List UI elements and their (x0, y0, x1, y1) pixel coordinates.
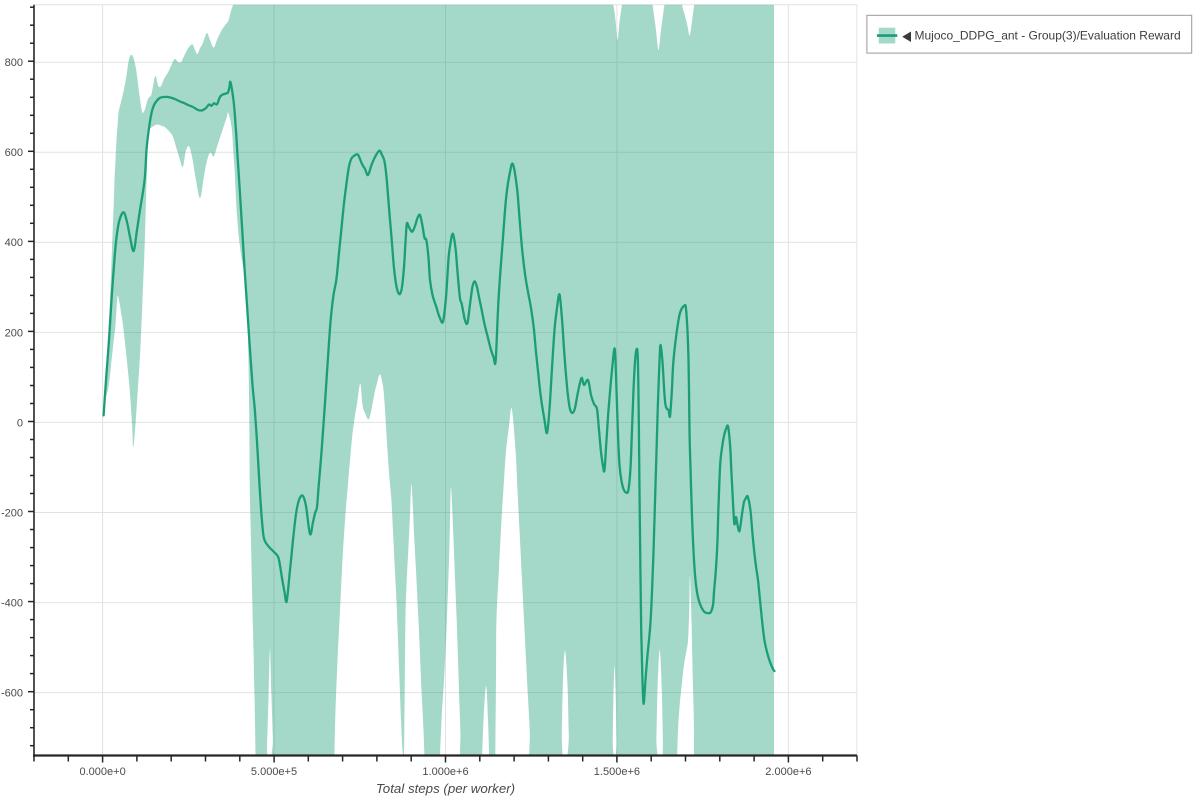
svg-text:-400: -400 (1, 598, 23, 610)
svg-text:1.500e+6: 1.500e+6 (594, 766, 640, 778)
svg-text:0: 0 (17, 417, 23, 429)
svg-text:800: 800 (5, 57, 23, 69)
svg-text:200: 200 (5, 327, 23, 339)
svg-text:0.000e+0: 0.000e+0 (80, 766, 126, 778)
svg-text:1.000e+6: 1.000e+6 (422, 766, 468, 778)
svg-text:Mujoco_DDPG_ant - Group(3)/Eva: Mujoco_DDPG_ant - Group(3)/Evaluation Re… (915, 28, 1181, 42)
svg-text:600: 600 (5, 147, 23, 159)
svg-text:400: 400 (5, 237, 23, 249)
svg-text:-600: -600 (1, 688, 23, 700)
svg-text:5.000e+5: 5.000e+5 (251, 766, 297, 778)
svg-text:Total steps (per worker): Total steps (per worker) (376, 781, 515, 796)
svg-text:2.000e+6: 2.000e+6 (765, 766, 811, 778)
svg-text:-200: -200 (1, 507, 23, 519)
